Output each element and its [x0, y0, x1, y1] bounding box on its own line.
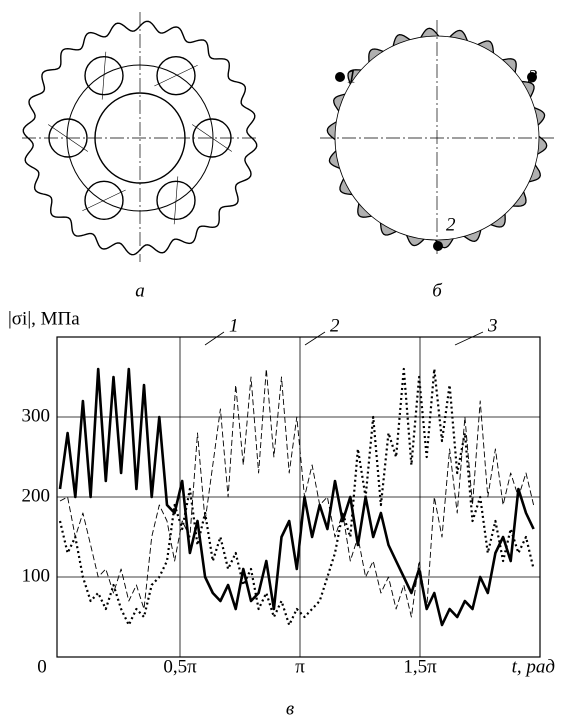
hole-axis: [173, 176, 179, 225]
ring-diagram: [320, 20, 554, 256]
hole: [156, 55, 196, 96]
hole-axis: [82, 189, 126, 212]
series-label: 2: [330, 315, 340, 336]
point-label: 3: [527, 66, 538, 87]
hole-axis: [101, 51, 107, 100]
panel-label: а: [135, 280, 145, 301]
point-label: 1: [347, 66, 357, 87]
gear-diagram: [22, 12, 258, 262]
point: [527, 72, 537, 82]
hole: [84, 180, 124, 221]
leader-line: [204, 331, 225, 346]
series-label: 3: [487, 315, 498, 336]
series-line: [58, 367, 535, 627]
leader-line: [454, 331, 484, 346]
y-tick-label: 300: [22, 405, 51, 426]
hole: [84, 55, 124, 96]
x-tick-label: 0: [37, 656, 47, 677]
y-tick-label: 200: [22, 485, 51, 506]
x-tick-label: 0,5π: [163, 656, 197, 677]
point-label: 2: [446, 214, 456, 235]
x-tick-label: 1,5π: [403, 656, 437, 677]
series-label: 1: [229, 315, 239, 336]
series-line: [58, 367, 535, 627]
leader-line: [304, 331, 326, 346]
y-axis-label: |σi|, МПа: [8, 308, 80, 329]
point: [335, 72, 345, 82]
x-axis-label: t, рад: [512, 656, 555, 677]
panel-label: б: [432, 280, 443, 301]
hole-axis: [154, 64, 198, 87]
point: [433, 241, 443, 251]
series-line: [59, 368, 535, 618]
y-tick-label: 100: [22, 565, 51, 586]
hole: [156, 180, 196, 221]
panel-label: в: [286, 698, 294, 719]
x-tick-label: π: [295, 656, 305, 677]
